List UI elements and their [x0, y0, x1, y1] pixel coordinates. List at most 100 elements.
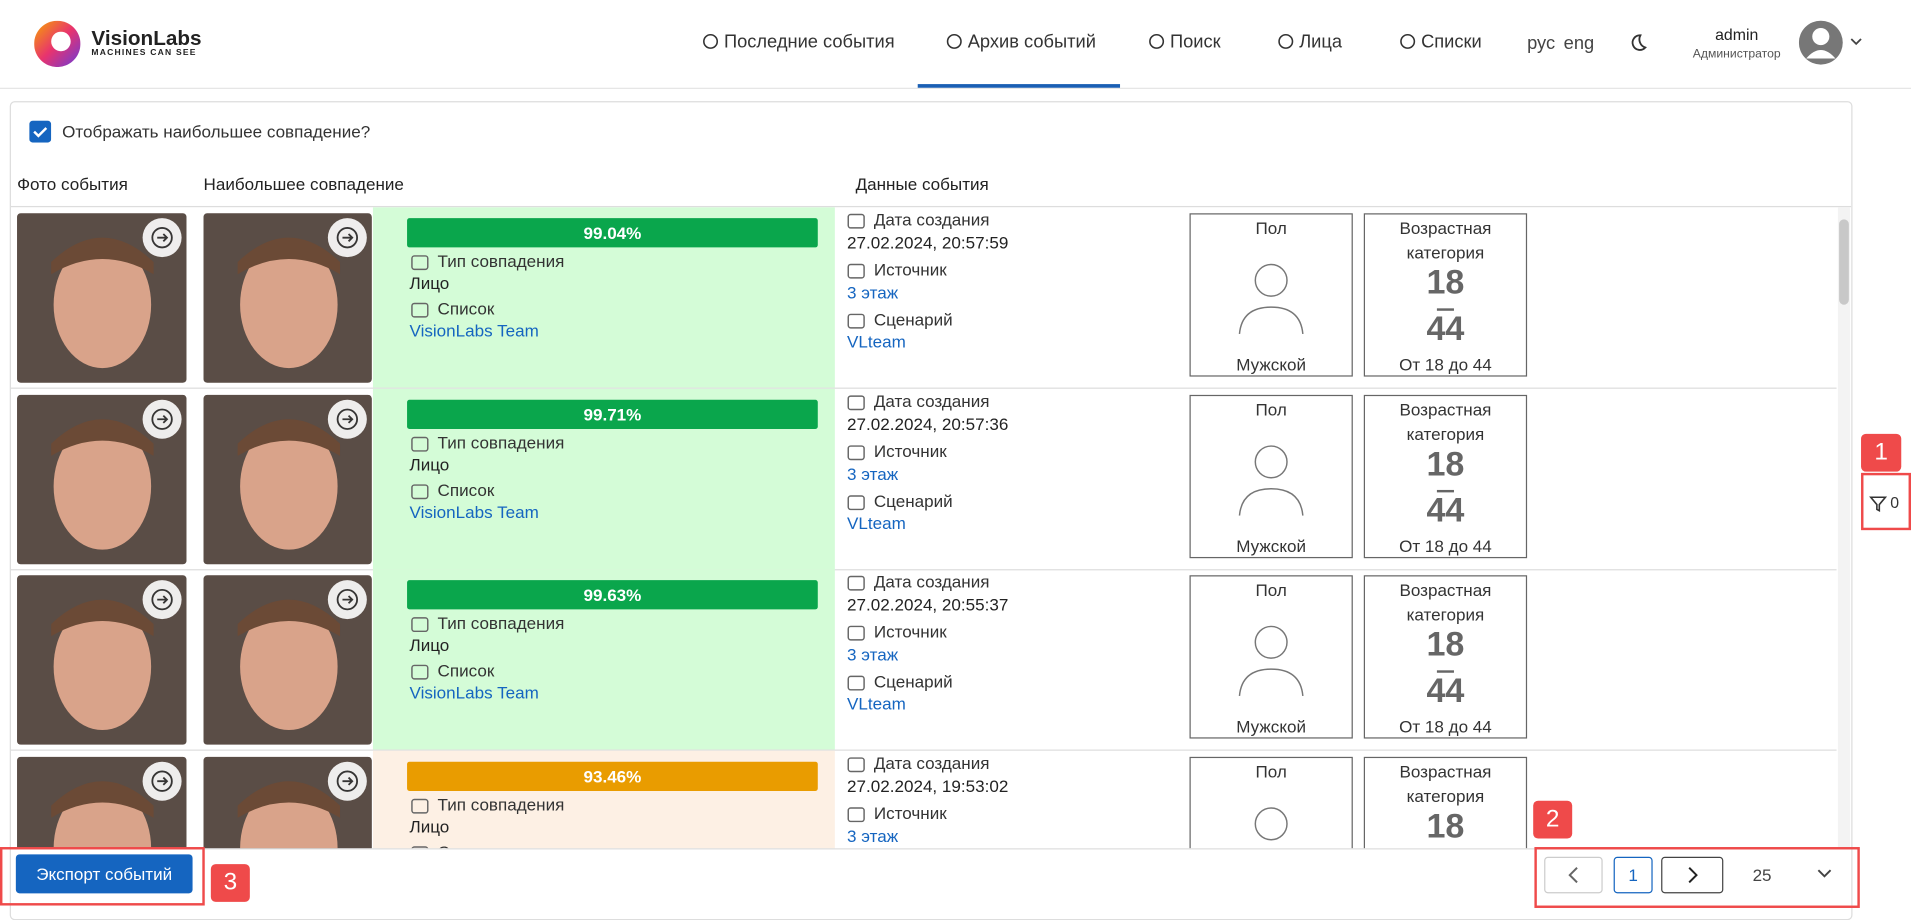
age-dash [1436, 670, 1454, 673]
gender-icon [1235, 799, 1308, 848]
age-dash [1436, 489, 1454, 492]
age-label: Возрастная [1399, 399, 1492, 419]
value: Лицо [409, 453, 450, 474]
event-row: 99.04% Тип совпадения Лицо Список VisionLabs… [10, 207, 1837, 389]
page-number[interactable]: 1 [1613, 856, 1653, 894]
age-min: 18 [1426, 263, 1465, 302]
value: VisionLabs Team [409, 320, 539, 341]
age-max: 44 [1426, 671, 1465, 710]
theme-toggle[interactable] [1628, 33, 1648, 53]
open-event[interactable] [142, 218, 182, 258]
nav-label: Архив событий [967, 31, 1096, 53]
age-text: От 18 до 44 [1399, 354, 1492, 375]
nav-label: Списки [1421, 31, 1482, 53]
next-page[interactable] [1661, 856, 1724, 894]
gender-value: Мужской [1236, 716, 1307, 737]
value: 3 этаж [847, 644, 899, 665]
label: Список [411, 842, 494, 849]
lang-en[interactable]: eng [1563, 32, 1595, 54]
open-event[interactable] [142, 399, 182, 439]
user-avatar[interactable] [1798, 20, 1867, 66]
filter-icon[interactable] [1868, 494, 1888, 514]
match-photo [203, 213, 372, 383]
divider [10, 205, 1852, 208]
score-bar: 99.71% [407, 399, 818, 429]
open-match[interactable] [327, 580, 367, 620]
scrollbar[interactable] [1837, 207, 1851, 849]
value: 27.02.2024, 19:53:02 [847, 775, 1009, 796]
nav-item[interactable]: Архив событий [946, 31, 1096, 53]
label: Тип совпадения [411, 251, 564, 271]
logo-title: VisionLabs [91, 26, 202, 50]
event-row: 99.63% Тип совпадения Лицо Список VisionLabs… [10, 569, 1837, 751]
value: VLteam [847, 331, 906, 352]
label: Дата создания [847, 572, 989, 591]
gender-card: Пол Мужской [1189, 394, 1353, 558]
annotation-box [0, 847, 205, 906]
label: Список [411, 299, 494, 318]
label: Список [411, 661, 494, 680]
age-card: Возрастная категория 18 44 От 18 до 44 [1363, 575, 1528, 739]
label: Источник [847, 260, 947, 279]
header: VisionLabs MACHINES CAN SEE Последние со… [0, 0, 1911, 89]
checkbox[interactable] [29, 120, 52, 143]
age-max: 44 [1426, 490, 1465, 529]
label: Источник [847, 803, 947, 822]
gender-label: Пол [1255, 580, 1287, 600]
value: VisionLabs Team [409, 682, 539, 703]
page-size[interactable]: 25 [1752, 865, 1772, 885]
checkbox-label: Отображать наибольшее совпадение? [62, 121, 371, 142]
annotation-box [1861, 472, 1911, 531]
label: Источник [847, 622, 947, 641]
label: Дата создания [847, 210, 989, 229]
label: Список [411, 480, 494, 499]
age-dash [1436, 308, 1454, 311]
open-match[interactable] [327, 761, 367, 801]
nav-item[interactable]: Поиск [1148, 32, 1221, 52]
label: Дата создания [847, 391, 989, 410]
event-photo [17, 213, 187, 383]
value: VisionLabs Team [409, 501, 539, 522]
annotation-badge: 1 [1861, 433, 1902, 472]
gender-label: Пол [1255, 761, 1287, 781]
annotation-box [1534, 847, 1860, 908]
gender-card: Пол Мужской [1189, 213, 1353, 377]
age-label: Возрастная [1399, 761, 1492, 781]
lang-ru[interactable]: рус [1527, 32, 1556, 54]
value: 27.02.2024, 20:55:37 [847, 594, 1009, 615]
label: Сценарий [847, 672, 953, 691]
gender-card: Пол Мужской [1189, 575, 1353, 739]
user-name: admin [1715, 25, 1759, 44]
rows: 99.04% Тип совпадения Лицо Список VisionLabs… [10, 207, 1837, 849]
value: Лицо [409, 634, 450, 655]
nav-item[interactable]: Последние события [702, 31, 895, 53]
age-label: категория [1406, 242, 1485, 263]
nav-item[interactable]: Списки [1399, 31, 1482, 53]
user-role: Администратор [1692, 47, 1781, 61]
logo-subtitle: MACHINES CAN SEE [91, 48, 197, 58]
age-label: категория [1406, 423, 1485, 444]
open-match[interactable] [327, 218, 367, 258]
nav-label: Последние события [723, 31, 895, 53]
page-size-chevron[interactable] [1816, 868, 1833, 880]
prev-page[interactable] [1544, 856, 1603, 894]
value: Лицо [409, 815, 450, 836]
age-card: Возрастная категория 18 [1363, 756, 1528, 849]
open-event[interactable] [142, 580, 182, 620]
age-min: 18 [1426, 444, 1465, 483]
score-bar: 93.46% [407, 761, 818, 791]
column-header: Фото события [17, 174, 128, 194]
age-card: Возрастная категория 18 44 От 18 до 44 [1363, 394, 1528, 558]
open-match[interactable] [327, 399, 367, 439]
nav-item[interactable]: Лица [1277, 32, 1342, 52]
value: VLteam [847, 693, 906, 713]
label: Сценарий [847, 310, 953, 329]
event-row: 99.71% Тип совпадения Лицо Список VisionLabs… [10, 388, 1837, 570]
export-button[interactable]: Экспорт событий [15, 854, 193, 894]
logo-icon [34, 20, 81, 68]
open-event[interactable] [142, 761, 182, 801]
gender-icon [1235, 437, 1308, 521]
age-label: категория [1406, 604, 1485, 625]
age-label: Возрастная [1399, 580, 1492, 600]
